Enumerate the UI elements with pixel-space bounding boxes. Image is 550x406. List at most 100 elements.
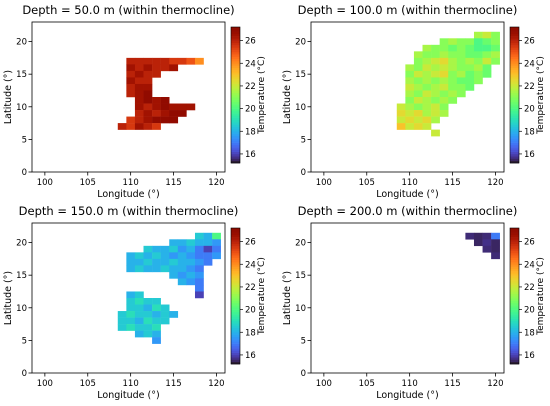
colorbar-segment xyxy=(510,282,519,285)
heatmap-cell xyxy=(134,103,144,111)
x-tick-label: 110 xyxy=(123,178,139,188)
heatmap-cell xyxy=(413,97,423,104)
colorbar-segment xyxy=(231,81,240,84)
heatmap-cell xyxy=(160,317,170,325)
colorbar-segment xyxy=(231,156,240,159)
y-axis-label: Latitude (°) xyxy=(282,70,293,124)
heatmap-cell xyxy=(177,57,187,65)
heatmap-cell xyxy=(152,330,161,338)
colorbar-segment xyxy=(510,58,519,62)
colorbar-segment xyxy=(510,104,519,107)
heatmap-cell xyxy=(134,258,144,266)
colorbar-segment xyxy=(231,239,240,242)
heatmap-cell xyxy=(422,57,432,65)
colorbar-segment xyxy=(510,325,519,329)
colorbar-segment xyxy=(510,314,519,317)
heatmap-cell xyxy=(405,70,415,78)
colorbar-segment xyxy=(510,70,519,73)
x-tick-label: 105 xyxy=(80,379,96,389)
colorbar-segment xyxy=(510,334,519,338)
heatmap-cell xyxy=(194,284,204,292)
heatmap-cell xyxy=(465,83,475,91)
heatmap-cell xyxy=(126,83,136,91)
colorbar-segment xyxy=(231,357,240,360)
heatmap-cell xyxy=(143,258,153,266)
heatmap-cell xyxy=(117,123,127,130)
heatmap-cell xyxy=(422,44,432,52)
colorbar-segment xyxy=(231,74,240,78)
colorbar-tick-label: 22 xyxy=(245,82,256,92)
heatmap-cell xyxy=(491,239,500,247)
colorbar-segment xyxy=(231,126,240,130)
colorbar-segment xyxy=(510,74,519,78)
heatmap-cell xyxy=(439,44,449,52)
chart-title: Depth = 150.0 m (within thermocline) xyxy=(19,204,239,218)
colorbar-segment xyxy=(510,101,519,105)
heatmap-cell xyxy=(177,258,187,266)
heatmap-cell xyxy=(465,44,475,52)
colorbar-segment xyxy=(231,63,240,66)
heatmap-cell xyxy=(456,83,466,91)
heatmap-cell xyxy=(134,298,144,305)
heatmap-cell xyxy=(143,265,153,273)
heatmap-cell xyxy=(448,64,458,72)
colorbar-segment xyxy=(510,33,519,37)
colorbar-segment xyxy=(510,332,519,335)
colorbar-segment xyxy=(231,334,240,338)
y-tick-label: 20 xyxy=(16,38,27,48)
heatmap-cell xyxy=(448,77,458,85)
colorbar-label: Temperature (°C) xyxy=(536,257,546,336)
heatmap-cell xyxy=(126,317,136,325)
heatmap-cell xyxy=(186,252,196,260)
heatmap-cell xyxy=(491,31,500,39)
colorbar-segment xyxy=(510,29,519,32)
heatmap-cell xyxy=(482,51,492,59)
colorbar-segment xyxy=(510,133,519,137)
heatmap-cell xyxy=(413,57,423,65)
colorbar-segment xyxy=(510,237,519,240)
heatmap-cell xyxy=(482,70,492,78)
heatmap-cell xyxy=(194,278,204,286)
colorbar-segment xyxy=(231,79,240,82)
chart-panel-4: Depth = 200.0 m (within thermocline)100 1… xyxy=(282,204,546,401)
colorbar-segment xyxy=(510,275,519,279)
colorbar-segment xyxy=(231,345,240,349)
heatmap-cell xyxy=(186,245,196,253)
colorbar-tick-label: 26 xyxy=(245,238,256,248)
colorbar-segment xyxy=(510,142,519,146)
heatmap-cell xyxy=(169,57,179,65)
heatmap-cell xyxy=(169,110,179,117)
x-tick-label: 105 xyxy=(359,379,375,389)
heatmap-cell xyxy=(465,70,475,78)
heatmap-cell xyxy=(456,64,466,72)
colorbar-segment xyxy=(510,296,519,299)
heatmap-cell xyxy=(143,77,153,85)
heatmap-cell xyxy=(439,103,449,111)
heatmap-cell xyxy=(422,51,432,59)
colorbar-segment xyxy=(231,280,240,283)
colorbar-segment xyxy=(231,302,240,306)
heatmap-cell xyxy=(473,70,483,78)
x-axis-label: Longitude (°) xyxy=(376,189,438,200)
colorbar-tick-label: 22 xyxy=(524,283,535,293)
heatmap-cell xyxy=(405,90,415,98)
colorbar-segment xyxy=(231,252,240,256)
colorbar-segment xyxy=(231,85,240,89)
colorbar-segment xyxy=(510,327,519,331)
heatmap-cell xyxy=(169,64,179,72)
x-tick-label: 110 xyxy=(402,178,418,188)
heatmap-cell xyxy=(431,129,440,137)
x-tick-label: 110 xyxy=(402,379,418,389)
colorbar-segment xyxy=(510,45,519,48)
colorbar-segment xyxy=(231,316,240,319)
colorbar-tick-label: 20 xyxy=(524,105,535,115)
heatmap-cell xyxy=(152,337,161,344)
colorbar-frame xyxy=(230,227,241,365)
heatmap-cell xyxy=(186,271,196,279)
colorbar-segment xyxy=(231,243,240,247)
x-axis-label: Longitude (°) xyxy=(97,189,159,200)
heatmap-cell xyxy=(482,64,492,72)
colorbar-frame xyxy=(509,227,520,365)
colorbar-segment xyxy=(510,47,519,50)
colorbar-segment xyxy=(231,325,240,329)
